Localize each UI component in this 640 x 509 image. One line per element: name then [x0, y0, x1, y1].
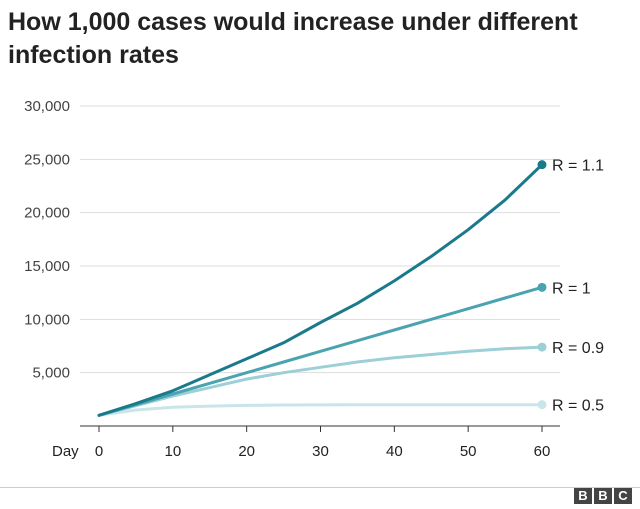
x-axis-prefix: Day: [52, 443, 79, 460]
series-end-dot: [537, 160, 547, 170]
x-axis: 0 10 20 30 40 50 60 Day: [52, 425, 560, 460]
series-lines: R = 0.5 R = 0.9 R = 1 R = 1.1: [97, 158, 604, 417]
y-tick-label: 25,000: [24, 151, 70, 168]
logo-letter: C: [614, 488, 632, 504]
series-label: R = 0.9: [552, 340, 604, 357]
logo-letter: B: [594, 488, 612, 504]
y-tick-label: 30,000: [24, 98, 70, 115]
bbc-logo: B B C: [574, 488, 632, 504]
footer-divider: [0, 487, 640, 488]
series-line: [97, 285, 544, 417]
x-tick-label: 20: [238, 443, 255, 460]
series-line: [97, 345, 544, 417]
series-end-dot: [537, 342, 547, 352]
series-label: R = 1: [552, 280, 591, 297]
series-label: R = 1.1: [552, 158, 604, 175]
y-tick-label: 15,000: [24, 258, 70, 275]
series-line: [97, 403, 544, 417]
series-end-dot: [537, 282, 547, 292]
x-tick-label: 0: [95, 443, 103, 460]
y-tick-label: 20,000: [24, 205, 70, 222]
x-tick-label: 60: [534, 443, 551, 460]
series-end-dot: [537, 400, 547, 410]
y-axis-labels: 5,000 10,000 15,000 20,000 25,000 30,000: [24, 98, 70, 382]
x-tick-label: 30: [312, 443, 329, 460]
y-tick-label: 10,000: [24, 311, 70, 328]
series-label: R = 0.5: [552, 398, 604, 415]
logo-letter: B: [574, 488, 592, 504]
series-line: [97, 163, 544, 417]
x-tick-label: 10: [164, 443, 181, 460]
y-tick-label: 5,000: [32, 365, 70, 382]
x-tick-label: 40: [386, 443, 403, 460]
x-tick-label: 50: [460, 443, 477, 460]
chart-title: How 1,000 cases would increase under dif…: [8, 8, 578, 69]
grid-lines: [80, 105, 560, 374]
